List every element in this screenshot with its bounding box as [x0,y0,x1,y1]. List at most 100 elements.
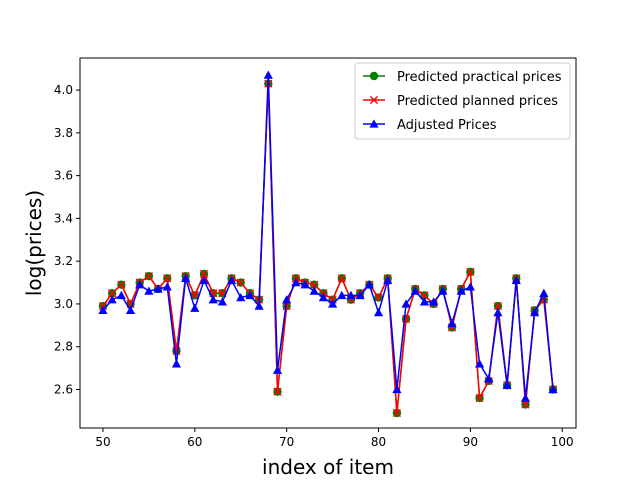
data-point [171,359,182,368]
data-point [208,295,218,304]
data-point [199,269,209,279]
data-point [465,282,475,291]
data-point [502,380,512,389]
data-point [282,295,292,304]
data-point [447,318,457,327]
x-tick-label: 50 [95,435,110,449]
data-point [475,393,484,403]
legend-box [354,62,571,140]
data-point [474,359,485,368]
x-tick-label: 90 [463,435,478,449]
data-point [108,289,117,298]
y-tick-label: 3.0 [54,297,73,311]
data-point [310,280,319,289]
data-point [163,274,172,283]
data-point [217,297,227,306]
data-point [419,297,430,306]
data-point [346,290,356,300]
data-point [107,295,117,304]
data-point [337,274,346,283]
data-point [438,286,448,295]
data-point [355,290,365,300]
data-point [429,297,439,306]
data-point [162,282,172,291]
legend-marker [369,95,379,105]
x-tick-label: 80 [371,435,386,449]
data-point [245,290,255,300]
data-point [493,301,503,311]
y-tick-label: 3.2 [54,254,73,268]
data-point [181,273,191,282]
data-point [226,275,237,285]
x-tick-label: 60 [187,435,202,449]
legend-item: Adjusted Prices [363,118,497,133]
y-tick-label: 4.0 [54,83,73,97]
data-point [199,275,209,285]
data-point [263,70,273,79]
data-point [291,277,301,287]
data-point [493,307,503,317]
y-tick-label: 2.6 [54,383,73,397]
y-tick-label: 2.8 [54,340,73,354]
data-point [236,278,245,287]
data-point [337,290,347,300]
data-point [374,293,383,302]
data-point [548,384,558,394]
data-point [272,365,283,374]
data-point [484,374,494,383]
data-point [300,280,310,289]
series-line [102,82,554,414]
series-3 [98,70,558,402]
data-point [466,267,475,276]
data-point [190,303,200,312]
data-point [125,305,136,315]
data-point [273,387,282,396]
data-point [539,288,549,297]
data-point [521,400,530,409]
legend-item: Predicted planned prices [363,94,558,109]
data-point [190,291,199,300]
y-tick-label: 3.6 [54,169,73,183]
data-point [327,299,338,308]
legend-label: Adjusted Prices [397,118,497,133]
data-point [401,299,411,308]
y-tick-label: 3.4 [54,211,73,225]
data-point [144,286,154,295]
x-axis-title: index of item [262,455,394,479]
x-axis: 50 60 70 80 90 100 [95,428,574,449]
legend-label: Predicted practical prices [397,70,562,85]
data-point [373,307,384,317]
x-tick-label: 100 [551,435,574,449]
x-tick-label: 70 [279,435,294,449]
data-point [511,275,521,285]
legend-item: Predicted practical prices [363,70,562,85]
plot-area [98,70,558,418]
legend-marker [369,71,379,81]
data-point [410,286,420,295]
data-point [116,290,126,300]
data-point [135,280,145,289]
data-point [364,280,374,289]
y-tick-label: 3.8 [54,126,73,140]
plot-frame [79,57,577,429]
data-point [318,292,329,302]
data-point [520,393,531,402]
data-point [117,280,126,289]
data-point [236,292,246,302]
data-point [392,384,402,394]
data-point [392,408,401,418]
data-point [456,286,466,295]
data-point [420,291,429,300]
series-line [102,74,554,399]
data-point [98,305,108,315]
data-point [383,275,393,285]
data-point [282,301,291,311]
data-point [309,286,319,295]
y-axis: 2.6 2.8 3.0 3.2 3.4 3.6 3.8 4.0 [54,83,80,397]
legend-label: Predicted planned prices [397,94,558,109]
legend: Predicted practical prices Predicted plan… [354,62,571,140]
data-point [144,272,153,281]
data-point [254,301,264,310]
legend-marker [369,119,379,128]
